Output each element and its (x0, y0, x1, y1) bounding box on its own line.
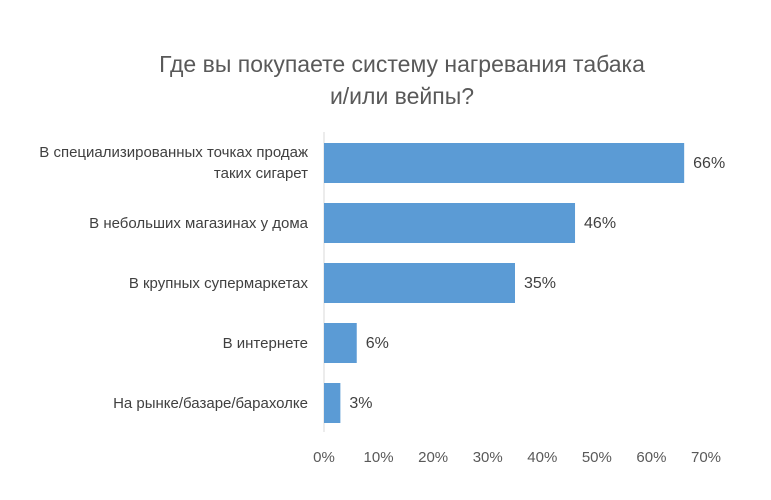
value-label: 66% (693, 155, 725, 172)
x-tick-label: 60% (636, 449, 666, 466)
x-tick-label: 10% (364, 449, 394, 466)
y-tick-label: В крупных супермаркетах (128, 274, 308, 292)
value-label: 35% (524, 275, 556, 292)
value-label: 6% (366, 335, 389, 352)
x-tick-label: 30% (473, 449, 503, 466)
chart-title: Где вы покупаете систему нагревания таба… (159, 51, 645, 77)
y-tick-label: В интернете (222, 334, 308, 352)
bar (324, 263, 515, 303)
value-label: 46% (584, 215, 616, 232)
bar (324, 323, 357, 363)
x-tick-label: 20% (418, 449, 448, 466)
chart-title: и/или вейпы? (330, 83, 474, 109)
bar (324, 143, 685, 183)
x-tick-label: 0% (313, 449, 335, 466)
y-tick-label: В небольших магазинах у дома (89, 214, 308, 232)
x-tick-label: 50% (582, 449, 612, 466)
y-tick-label: На рынке/базаре/барахолке (113, 394, 308, 412)
x-tick-label: 40% (527, 449, 557, 466)
bar (324, 383, 341, 423)
x-tick-label: 70% (691, 449, 721, 466)
value-label: 3% (349, 395, 372, 412)
y-tick-label: В специализированных точках продаж таких… (39, 144, 308, 182)
bar (324, 203, 576, 243)
